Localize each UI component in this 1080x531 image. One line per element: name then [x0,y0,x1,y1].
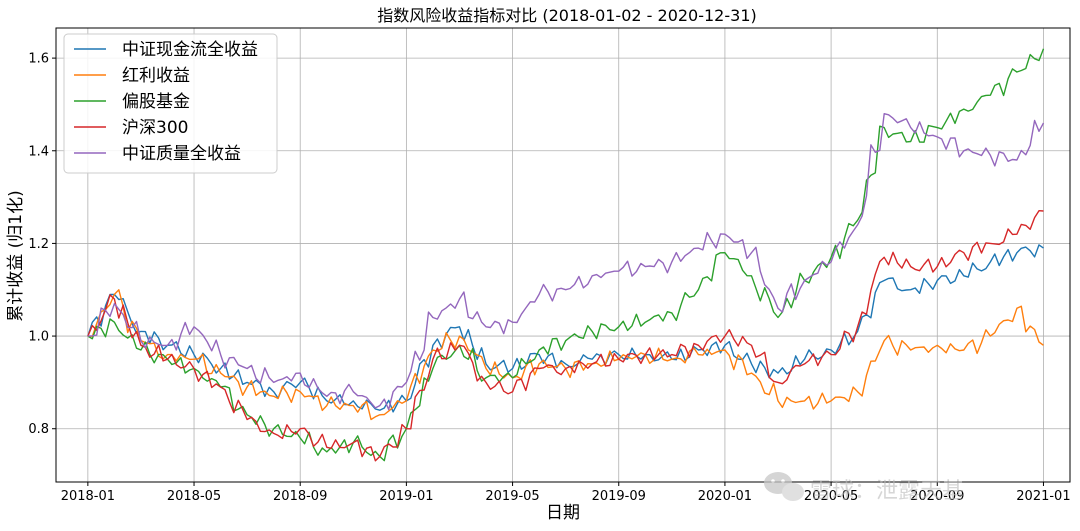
y-tick-label: 1.0 [28,330,49,345]
wechat-icon [764,472,804,501]
x-tick-label: 2019-01 [379,489,433,504]
series-line-4 [87,210,1044,462]
legend-label: 中证现金流全收益 [122,40,258,60]
series-line-3 [87,48,1045,462]
x-axis-label: 日期 [546,503,580,523]
series-line-5 [87,113,1045,411]
x-tick-label: 2018-05 [167,489,221,504]
watermark-text: 雪球：泄露天基 [810,479,964,504]
y-axis-label: 累计收益 (归1化) [6,190,26,321]
legend-label: 中证质量全收益 [122,144,241,164]
y-axis-ticks: 0.8 1.0 1.2 1.4 1.6 [28,52,56,437]
legend-label: 沪深300 [122,118,188,138]
y-tick-label: 0.8 [28,422,49,437]
y-tick-label: 1.2 [28,237,49,252]
x-tick-label: 2018-01 [61,489,115,504]
plot-frame [55,27,1071,483]
y-tick-label: 1.6 [28,52,49,67]
legend-label: 红利收益 [122,66,190,86]
x-axis-ticks: 2018-01 2018-05 2018-09 2019-01 2019-05 2019-… [61,482,1071,504]
legend-box [63,33,278,174]
x-tick-label: 2018-09 [273,489,327,504]
legend-label: 偏股基金 [122,92,190,112]
x-tick-label: 2021-01 [1016,489,1070,504]
series-layer [87,48,1045,462]
series-line-1 [87,244,1044,413]
chart-title: 指数风险收益指标对比 (2018-01-02 - 2020-12-31) [377,6,757,25]
x-tick-label: 2020-05 [804,489,858,504]
x-tick-label: 2020-01 [698,489,752,504]
y-tick-label: 1.4 [28,144,49,159]
x-tick-label: 2019-09 [592,489,646,504]
x-tick-label: 2020-09 [910,489,964,504]
x-tick-label: 2019-05 [485,489,539,504]
watermark: 雪球：泄露天基 [764,472,964,504]
